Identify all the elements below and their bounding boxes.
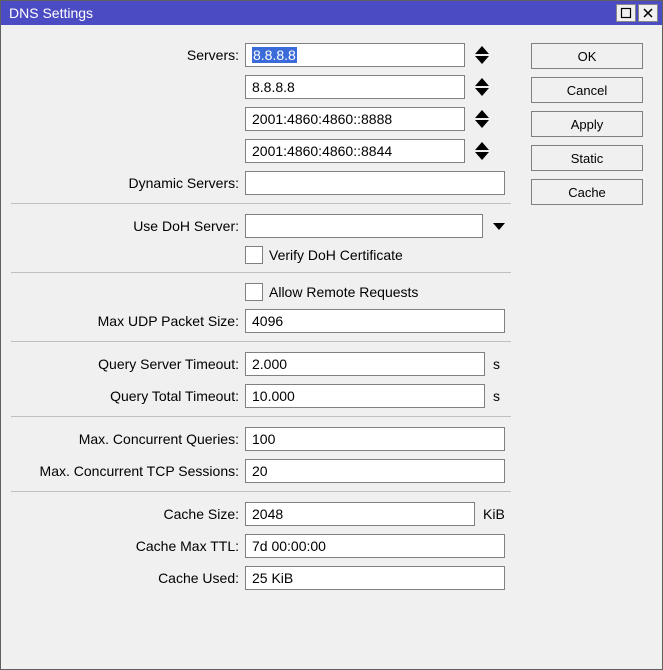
close-button[interactable] xyxy=(638,4,658,22)
allow-remote-label: Allow Remote Requests xyxy=(269,284,418,300)
minimize-button[interactable] xyxy=(616,4,636,22)
apply-button[interactable]: Apply xyxy=(531,111,643,137)
cache-size-input[interactable] xyxy=(245,502,475,526)
unit-seconds-2: s xyxy=(493,388,500,404)
server-input-2[interactable] xyxy=(245,75,465,99)
max-conc-queries-label: Max. Concurrent Queries: xyxy=(11,431,245,447)
unit-kib: KiB xyxy=(483,506,505,522)
server-input-4[interactable] xyxy=(245,139,465,163)
cache-max-ttl-input[interactable] xyxy=(245,534,505,558)
cache-used-input xyxy=(245,566,505,590)
divider-1 xyxy=(11,203,511,204)
server-4-spinner[interactable] xyxy=(475,142,489,160)
window-title: DNS Settings xyxy=(9,5,614,21)
cancel-button[interactable]: Cancel xyxy=(531,77,643,103)
unit-seconds-1: s xyxy=(493,356,500,372)
dynamic-servers-input xyxy=(245,171,505,195)
use-doh-label: Use DoH Server: xyxy=(11,218,245,234)
verify-doh-label: Verify DoH Certificate xyxy=(269,247,403,263)
divider-5 xyxy=(11,491,511,492)
server-input-3[interactable] xyxy=(245,107,465,131)
allow-remote-checkbox[interactable] xyxy=(245,283,263,301)
cache-max-ttl-label: Cache Max TTL: xyxy=(11,538,245,554)
server-input-1[interactable] xyxy=(245,43,465,67)
query-server-timeout-label: Query Server Timeout: xyxy=(11,356,245,372)
doh-dropdown-icon[interactable] xyxy=(493,223,505,230)
max-udp-input[interactable] xyxy=(245,309,505,333)
divider-4 xyxy=(11,416,511,417)
servers-label: Servers: xyxy=(11,47,245,63)
cache-size-label: Cache Size: xyxy=(11,506,245,522)
max-udp-label: Max UDP Packet Size: xyxy=(11,313,245,329)
button-column: OK Cancel Apply Static Cache xyxy=(531,43,643,598)
static-button[interactable]: Static xyxy=(531,145,643,171)
ok-button[interactable]: OK xyxy=(531,43,643,69)
server-2-spinner[interactable] xyxy=(475,78,489,96)
max-conc-tcp-input[interactable] xyxy=(245,459,505,483)
max-conc-queries-input[interactable] xyxy=(245,427,505,451)
server-3-spinner[interactable] xyxy=(475,110,489,128)
content-area: Servers: 8.8.8.8 xyxy=(1,25,662,608)
query-total-timeout-label: Query Total Timeout: xyxy=(11,388,245,404)
dns-settings-window: DNS Settings Servers: 8.8.8.8 xyxy=(0,0,663,670)
titlebar: DNS Settings xyxy=(1,1,662,25)
divider-2 xyxy=(11,272,511,273)
query-total-timeout-input[interactable] xyxy=(245,384,485,408)
cache-used-label: Cache Used: xyxy=(11,570,245,586)
server-1-spinner[interactable] xyxy=(475,46,489,64)
divider-3 xyxy=(11,341,511,342)
doh-server-input[interactable] xyxy=(245,214,483,238)
verify-doh-checkbox[interactable] xyxy=(245,246,263,264)
max-conc-tcp-label: Max. Concurrent TCP Sessions: xyxy=(11,463,245,479)
query-server-timeout-input[interactable] xyxy=(245,352,485,376)
dynamic-servers-label: Dynamic Servers: xyxy=(11,175,245,191)
form-column: Servers: 8.8.8.8 xyxy=(11,43,511,598)
cache-button[interactable]: Cache xyxy=(531,179,643,205)
